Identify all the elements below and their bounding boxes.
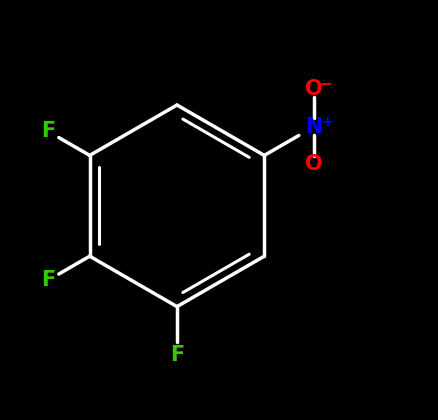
Text: +: + (322, 115, 333, 129)
Text: O: O (305, 155, 323, 174)
Text: F: F (170, 345, 184, 365)
Text: F: F (41, 121, 55, 141)
Text: F: F (41, 270, 55, 290)
Text: N: N (305, 117, 323, 136)
Text: O: O (305, 79, 323, 99)
Text: −: − (319, 77, 332, 92)
